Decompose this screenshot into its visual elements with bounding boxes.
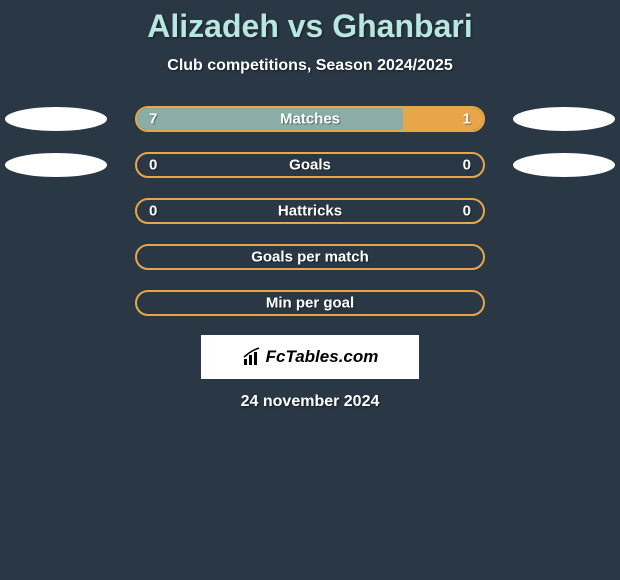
brand-box[interactable]: FcTables.com xyxy=(201,335,419,379)
date-text: 24 november 2024 xyxy=(0,393,620,411)
stat-row: 0 0 Hattricks xyxy=(0,197,620,225)
stat-label: Matches xyxy=(280,111,340,128)
stat-left-value: 0 xyxy=(149,203,157,220)
stat-right-value: 1 xyxy=(463,111,471,128)
stat-row: 7 1 Matches xyxy=(0,105,620,133)
brand-inner: FcTables.com xyxy=(242,347,379,367)
stat-label: Goals xyxy=(289,157,331,174)
player-right-ellipse xyxy=(513,107,615,131)
stat-right-value: 0 xyxy=(463,157,471,174)
stat-left-value: 0 xyxy=(149,157,157,174)
stat-bar: 0 0 Hattricks xyxy=(135,198,485,224)
stat-bar: 7 1 Matches xyxy=(135,106,485,132)
player-right-ellipse xyxy=(513,153,615,177)
bar-left-fill xyxy=(137,108,403,130)
comparison-widget: Alizadeh vs Ghanbari Club competitions, … xyxy=(0,0,620,411)
stat-bar: Goals per match xyxy=(135,244,485,270)
brand-text: FcTables.com xyxy=(266,347,379,367)
stat-row: 0 0 Goals xyxy=(0,151,620,179)
page-title: Alizadeh vs Ghanbari xyxy=(0,8,620,45)
stat-label: Min per goal xyxy=(266,295,354,312)
player-left-ellipse xyxy=(5,153,107,177)
chart-icon xyxy=(242,347,262,367)
stat-bar: 0 0 Goals xyxy=(135,152,485,178)
stat-bar: Min per goal xyxy=(135,290,485,316)
stats-area: 7 1 Matches 0 0 Goals 0 0 Hattricks Goals per mat… xyxy=(0,105,620,317)
page-subtitle: Club competitions, Season 2024/2025 xyxy=(0,57,620,75)
player-left-ellipse xyxy=(5,107,107,131)
stat-row: Goals per match xyxy=(0,243,620,271)
stat-right-value: 0 xyxy=(463,203,471,220)
stat-label: Goals per match xyxy=(251,249,369,266)
stat-row: Min per goal xyxy=(0,289,620,317)
bar-right-fill xyxy=(403,108,483,130)
stat-left-value: 7 xyxy=(149,111,157,128)
stat-label: Hattricks xyxy=(278,203,342,220)
